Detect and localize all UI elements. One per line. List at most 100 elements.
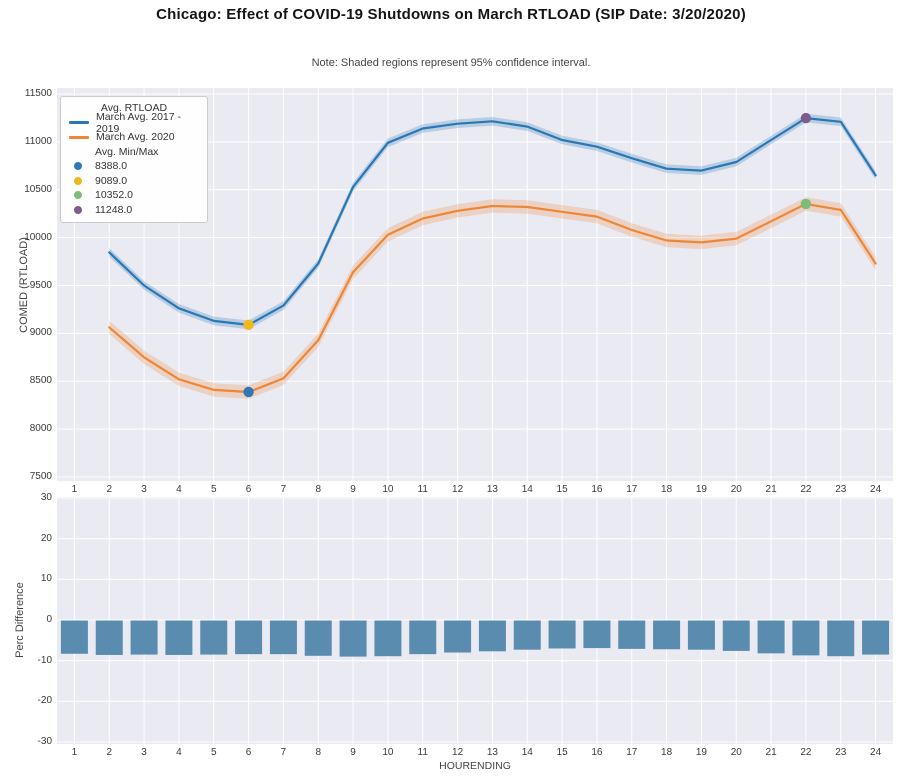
legend-item-label: 11248.0 <box>95 203 133 216</box>
green-dot-icon <box>74 191 82 200</box>
bar-hour-21 <box>757 620 785 654</box>
bottom-ytick-10: 10 <box>40 573 52 585</box>
top-xtick-6: 6 <box>245 484 252 495</box>
bottom-xtick-12: 12 <box>452 747 464 758</box>
top-xtick-5: 5 <box>210 484 217 495</box>
legend-item-label: March Avg. 2017 - 2019 <box>96 110 182 135</box>
top-xtick-21: 21 <box>765 484 777 495</box>
legend-item-2017-2019: March Avg. 2017 - 2019 <box>67 111 201 135</box>
bottom-xtick-18: 18 <box>661 747 673 758</box>
bottom-xtick-6: 6 <box>245 747 252 758</box>
top-ytick-11000: 11000 <box>24 135 52 147</box>
orange-line-swatch-icon <box>69 135 89 139</box>
bottom-xtick-5: 5 <box>210 747 217 758</box>
top-xtick-18: 18 <box>661 484 673 495</box>
bar-hour-17 <box>618 620 646 649</box>
top-ytick-9500: 9500 <box>29 279 52 291</box>
bottom-xtick-24: 24 <box>870 747 882 758</box>
legend-title: Avg. RTLOAD <box>100 102 168 114</box>
blue-line-swatch-icon <box>69 121 89 125</box>
bottom-x-axis-label: HOURENDING <box>439 760 511 772</box>
bar-hour-5 <box>200 620 228 655</box>
bar-hour-10 <box>374 620 402 657</box>
top-ytick-11500: 11500 <box>24 88 52 99</box>
bar-hour-6 <box>235 620 263 655</box>
bottom-xtick-13: 13 <box>486 747 498 758</box>
bar-hour-20 <box>722 620 750 651</box>
bar-hour-2 <box>95 620 123 655</box>
top-xtick-8: 8 <box>315 484 322 495</box>
top-xtick-9: 9 <box>350 484 356 495</box>
bottom-xtick-17: 17 <box>626 747 638 758</box>
bar-hour-7 <box>269 620 297 655</box>
bar-hour-23 <box>827 620 855 657</box>
bottom-xtick-14: 14 <box>521 747 533 758</box>
yellow-dot-icon <box>74 176 82 185</box>
top-xtick-20: 20 <box>730 484 742 495</box>
bottom-xtick-2: 2 <box>106 747 113 758</box>
bottom-xtick-9: 9 <box>350 747 356 758</box>
legend-subtitle: Avg. Min/Max <box>95 145 159 158</box>
bottom-ytick-20: 20 <box>40 532 52 544</box>
bar-hour-3 <box>130 620 158 655</box>
top-xtick-1: 1 <box>71 484 78 495</box>
bar-hour-19 <box>687 620 715 650</box>
bottom-ytick-0: 0 <box>46 614 52 625</box>
bar-hour-9 <box>339 620 367 657</box>
top-xtick-2: 2 <box>106 484 113 495</box>
bottom-xtick-7: 7 <box>280 747 287 758</box>
bar-hour-24 <box>862 620 890 655</box>
bottom-xtick-16: 16 <box>591 747 603 758</box>
bottom-xtick-15: 15 <box>556 747 568 758</box>
legend-item-label: 8388.0 <box>95 160 128 173</box>
top-xtick-22: 22 <box>800 484 812 495</box>
top-xtick-17: 17 <box>626 484 638 495</box>
bottom-ytick--20: -20 <box>37 695 52 707</box>
purple-dot-icon <box>74 205 82 214</box>
top-xtick-10: 10 <box>382 484 394 495</box>
bottom-xtick-10: 10 <box>382 747 394 758</box>
perc-difference-bar-chart <box>57 497 893 744</box>
legend-item-min-2020: 8388.0 <box>67 159 201 174</box>
bottom-ytick-30: 30 <box>40 492 52 503</box>
top-ytick-7500: 7500 <box>29 471 52 482</box>
legend: Avg. RTLOAD March Avg. 2017 - 2019 March… <box>60 96 208 223</box>
bottom-xtick-4: 4 <box>176 747 182 758</box>
bottom-xtick-3: 3 <box>141 747 147 758</box>
bottom-xtick-20: 20 <box>730 747 742 758</box>
legend-item-label: 10352.0 <box>95 189 133 202</box>
legend-item-2020: March Avg. 2020 <box>67 130 201 145</box>
top-xtick-24: 24 <box>870 484 882 495</box>
top-xtick-12: 12 <box>452 484 464 495</box>
legend-item-min-2017-2019: 9089.0 <box>67 174 201 189</box>
bar-hour-14 <box>513 620 541 650</box>
bar-hour-16 <box>583 620 611 649</box>
top-xtick-11: 11 <box>417 484 428 495</box>
bottom-ytick--10: -10 <box>37 654 52 666</box>
top-ytick-8000: 8000 <box>29 423 52 435</box>
top-xtick-15: 15 <box>556 484 568 495</box>
blue-dot-icon <box>74 162 82 171</box>
top-ytick-10500: 10500 <box>24 183 52 195</box>
top-xtick-23: 23 <box>835 484 847 495</box>
bottom-xtick-22: 22 <box>800 747 812 758</box>
bar-hour-13 <box>478 620 506 652</box>
legend-item-label: March Avg. 2020 <box>96 131 175 144</box>
bottom-xtick-19: 19 <box>695 747 707 758</box>
top-xtick-19: 19 <box>695 484 707 495</box>
bottom-xtick-21: 21 <box>765 747 777 758</box>
bar-hour-1 <box>60 620 88 654</box>
bottom-ytick--30: -30 <box>37 736 52 747</box>
bar-hour-15 <box>548 620 576 649</box>
top-ytick-9000: 9000 <box>29 327 52 339</box>
rtload-line-chart <box>57 88 893 481</box>
bottom-xtick-1: 1 <box>71 747 78 758</box>
top-ytick-10000: 10000 <box>24 231 52 243</box>
legend-item-max-2017-2019: 11248.0 <box>67 203 201 218</box>
top-xtick-7: 7 <box>280 484 287 495</box>
top-xtick-13: 13 <box>486 484 498 495</box>
legend-item-label: 9089.0 <box>95 174 128 187</box>
top-xtick-3: 3 <box>141 484 147 495</box>
page-title: Chicago: Effect of COVID-19 Shutdowns on… <box>156 6 746 23</box>
